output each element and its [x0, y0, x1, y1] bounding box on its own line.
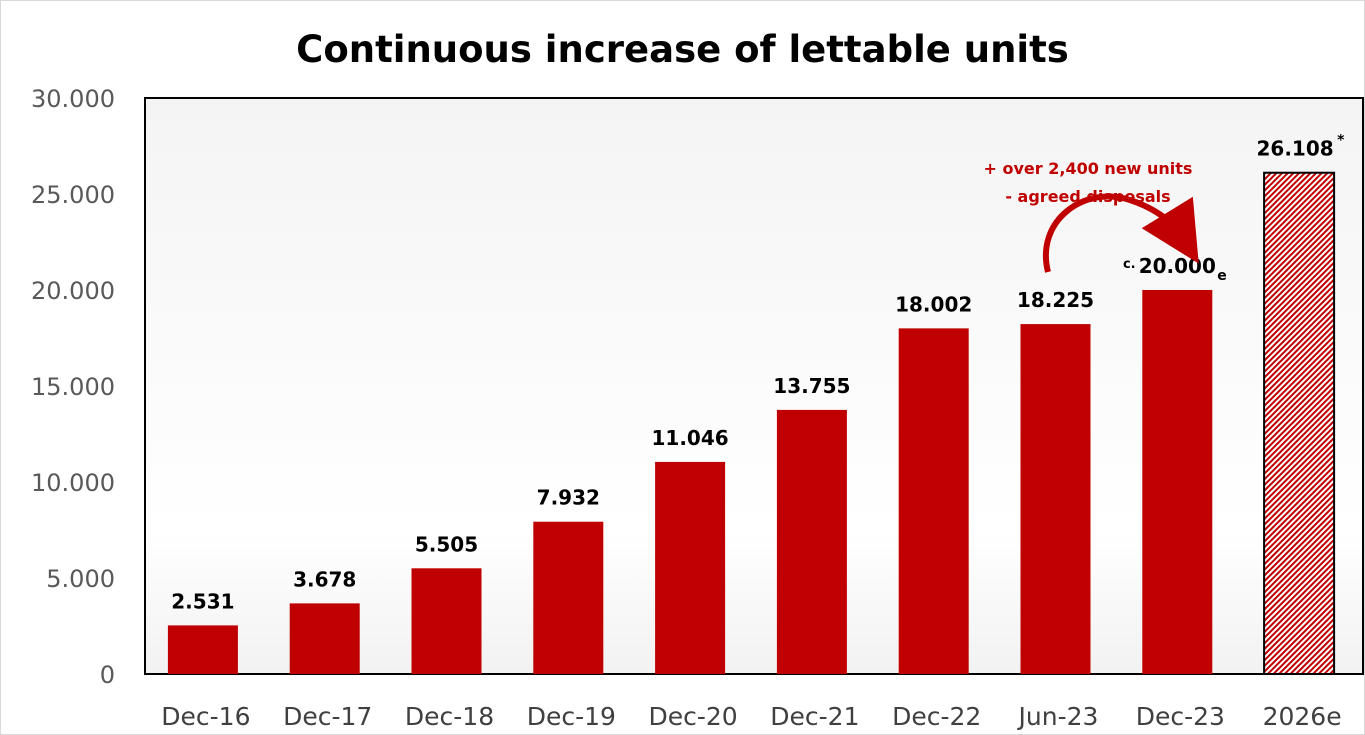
value-label: 11.046: [652, 426, 729, 450]
bar-dec-22: [898, 328, 969, 674]
value-label: 26.108: [1257, 137, 1334, 161]
x-tick-label: Dec-19: [527, 702, 616, 731]
bar-dec-20: [655, 461, 726, 674]
bars: [167, 171, 1336, 675]
value-label: 20.000: [1139, 254, 1216, 278]
chart-title: Continuous increase of lettable units: [296, 28, 1069, 71]
y-tick-label: 5.000: [46, 565, 115, 593]
x-tick-label: Dec-23: [1136, 702, 1225, 731]
x-tick-label: Dec-16: [161, 702, 250, 731]
x-tick-label: 2026e: [1263, 702, 1342, 731]
bar-dec-16: [167, 625, 238, 674]
y-tick-label: 20.000: [31, 277, 115, 305]
value-label: 2.531: [171, 589, 234, 613]
x-tick-label: Dec-20: [648, 702, 737, 731]
value-label: 3.678: [293, 567, 356, 591]
annotation-line-1: + over 2,400 new units: [984, 159, 1193, 178]
x-axis: Dec-16 Dec-17 Dec-18 Dec-19 Dec-20 Dec-21 Dec-…: [161, 702, 1341, 731]
x-tick-label: Dec-18: [405, 702, 494, 731]
bar-jun-23: [1020, 324, 1091, 674]
x-tick-label: Dec-21: [770, 702, 859, 731]
y-tick-label: 15.000: [31, 373, 115, 401]
bar-dec-23: [1142, 290, 1213, 674]
y-tick-label: 25.000: [31, 181, 115, 209]
value-label: 7.932: [537, 486, 600, 510]
arrow-icon: [1043, 193, 1199, 273]
y-tick-label: 0: [100, 661, 115, 689]
y-tick-label: 10.000: [31, 469, 115, 497]
bar-2026e: [1263, 171, 1336, 675]
annotation: + over 2,400 new units - agreed disposal…: [984, 159, 1199, 273]
y-axis: 0 5.000 10.000 15.000 20.000 25.000 30.000: [31, 85, 115, 689]
bar-dec-17: [289, 603, 360, 674]
value-label: 5.505: [415, 532, 478, 556]
x-tick-label: Dec-17: [283, 702, 372, 731]
value-label: 13.755: [773, 374, 850, 398]
bar-dec-18: [411, 568, 482, 674]
x-tick-label: Dec-22: [892, 702, 981, 731]
bar-dec-21: [776, 409, 847, 674]
value-label: 18.225: [1017, 288, 1094, 312]
y-tick-label: 30.000: [31, 85, 115, 113]
value-labels: 2.531 3.678 5.505 7.932 11.046 13.755 18.002 18…: [171, 133, 1345, 614]
value-label: 18.002: [895, 292, 972, 316]
bar-dec-19: [533, 521, 604, 674]
x-tick-label: Jun-23: [1017, 702, 1099, 731]
value-label-prefix: c.: [1123, 257, 1136, 272]
value-label-suffix: e: [1217, 268, 1227, 284]
value-label-suffix: *: [1337, 133, 1345, 149]
